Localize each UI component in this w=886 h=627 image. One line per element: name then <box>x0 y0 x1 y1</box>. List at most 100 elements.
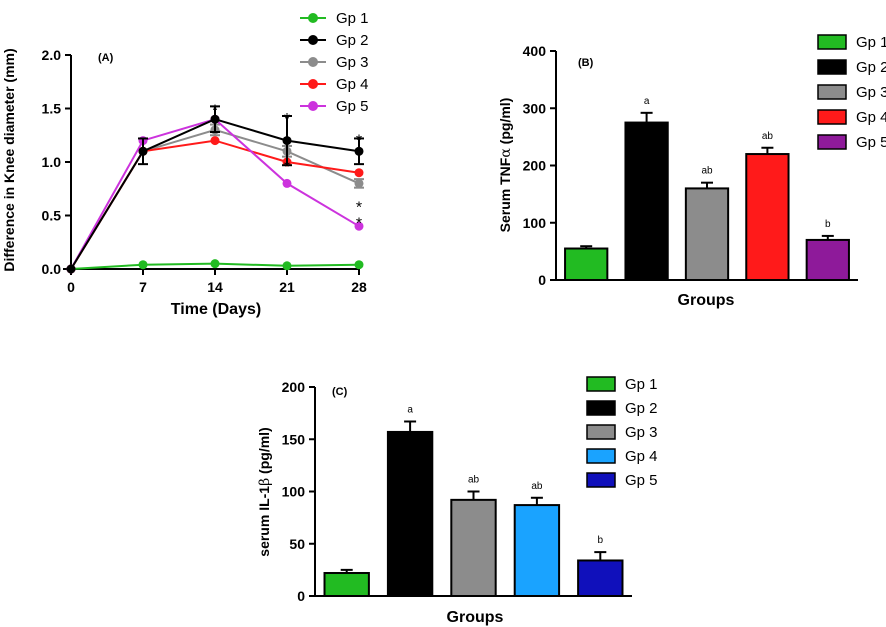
significance-label: b <box>825 219 831 230</box>
panel-a-x-tick-label: 14 <box>207 279 223 295</box>
panel-c-bar-chart: (C) serum IL-1β (pg/ml) Groups 0 50 100 150… <box>256 376 658 626</box>
panel-a-legend: Gp 1 Gp 2 Gp 3 Gp 4 Gp 5 <box>300 10 369 115</box>
legend-label: Gp 5 <box>856 134 886 151</box>
panel-b-label: (B) <box>578 57 594 69</box>
legend-swatch <box>817 134 847 150</box>
panel-c-y-label-unit: (pg/ml) <box>256 427 272 478</box>
panel-a-y-tick-label: 2.0 <box>42 47 62 63</box>
panel-a-y-tick-label: 1.0 <box>42 154 62 170</box>
y-tick-label: 200 <box>523 158 547 174</box>
data-point <box>210 136 220 146</box>
legend-label: Gp 3 <box>856 84 886 101</box>
bar <box>684 187 730 281</box>
legend-label: Gp 2 <box>625 400 658 417</box>
legend-swatch <box>817 109 847 125</box>
bar <box>323 572 370 598</box>
bar <box>513 504 561 597</box>
panel-b-y-label-unit: (pg/ml) <box>497 98 513 149</box>
bar-gp2: a <box>624 96 669 281</box>
data-point <box>282 261 292 271</box>
data-point <box>138 146 148 156</box>
data-point <box>282 136 292 146</box>
panel-b-bar-chart: (B) Serum TNFα (pg/ml) Groups 0 100 200 300… <box>497 34 886 309</box>
significance-star: * <box>284 111 290 128</box>
data-point <box>66 264 76 274</box>
panel-a-y-tick-label: 0.5 <box>42 208 62 224</box>
legend-marker <box>308 13 318 23</box>
significance-star: * <box>356 132 362 149</box>
panel-a-axes: 0.0 0.5 1.0 1.5 2.0 0 7 14 21 28 <box>42 47 367 295</box>
bar-gp5: b <box>805 219 850 282</box>
data-point <box>354 178 364 188</box>
significance-label: ab <box>701 166 713 177</box>
legend-label: Gp 5 <box>336 98 369 115</box>
bar-gp4: ab <box>513 481 561 597</box>
legend-label: Gp 1 <box>856 34 886 51</box>
y-tick-label: 200 <box>282 379 306 395</box>
data-point <box>354 168 364 178</box>
panel-c-y-label-main: serum IL-1 <box>256 486 272 557</box>
y-tick-label: 0 <box>538 272 546 288</box>
bar <box>564 247 609 281</box>
panel-c-x-axis-label: Groups <box>447 609 504 626</box>
data-point <box>282 178 292 188</box>
panel-a-label: (A) <box>98 52 114 64</box>
bar <box>577 559 624 597</box>
legend-swatch <box>586 400 616 416</box>
data-point <box>210 259 220 269</box>
legend-marker <box>308 79 318 89</box>
panel-a-x-axis-label: Time (Days) <box>171 301 261 318</box>
data-point <box>138 260 148 270</box>
legend-label: Gp 1 <box>625 376 658 393</box>
series-line <box>70 139 360 270</box>
significance-label: b <box>598 535 604 546</box>
panel-a-series <box>66 105 364 274</box>
legend-label: Gp 4 <box>856 109 886 126</box>
legend-label: Gp 5 <box>625 472 658 489</box>
panel-a-annotations: ****** <box>212 102 362 232</box>
bar-gp3: ab <box>450 475 497 597</box>
panel-a-x-tick-label: 21 <box>279 279 295 295</box>
bar <box>745 153 790 281</box>
significance-label: ab <box>762 131 774 142</box>
bar-gp4: ab <box>745 131 790 281</box>
legend-label: Gp 4 <box>336 76 369 93</box>
significance-label: a <box>407 404 413 415</box>
panel-a-x-tick-label: 0 <box>67 279 75 295</box>
significance-star: * <box>356 200 362 217</box>
legend-label: Gp 2 <box>856 59 886 76</box>
bar <box>805 238 850 282</box>
data-point <box>354 146 364 156</box>
y-tick-label: 0 <box>297 588 305 604</box>
y-tick-label: 400 <box>523 43 547 59</box>
panel-a-y-axis-label: Difference in Knee diameter (mm) <box>1 48 17 271</box>
y-tick-label: 100 <box>523 215 547 231</box>
bar-gp2: a <box>386 404 434 597</box>
bar <box>624 121 669 281</box>
legend-swatch <box>817 59 847 75</box>
legend-swatch <box>586 448 616 464</box>
legend-swatch <box>586 376 616 392</box>
data-point <box>354 260 364 270</box>
y-tick-label: 100 <box>282 484 306 500</box>
panel-c-label: (C) <box>332 386 348 398</box>
bar-gp3: ab <box>684 166 730 281</box>
panel-b-y-axis-label: Serum TNFα (pg/ml) <box>497 98 514 233</box>
panel-a-line-chart: (A) Difference in Knee diameter (mm) Tim… <box>1 10 369 318</box>
panel-c-y-axis-label: serum IL-1β (pg/ml) <box>256 427 273 556</box>
legend-marker <box>308 35 318 45</box>
panel-b-legend: Gp 1 Gp 2 Gp 3 Gp 4 Gp 5 <box>817 34 886 151</box>
bar-gp1 <box>323 568 370 598</box>
legend-label: Gp 1 <box>336 10 369 27</box>
bar-gp1 <box>564 245 609 281</box>
significance-star: * <box>284 159 290 176</box>
panel-c-legend: Gp 1 Gp 2 Gp 3 Gp 4 Gp 5 <box>586 376 658 489</box>
panel-b-bars: a ab ab b <box>564 96 850 282</box>
legend-swatch <box>586 424 616 440</box>
panel-a-x-tick-label: 28 <box>351 279 367 295</box>
panel-c-bars: a ab ab b <box>323 404 624 598</box>
panel-a-y-tick-label: 0.0 <box>42 261 62 277</box>
panel-a-y-tick-label: 1.5 <box>42 101 62 117</box>
panel-b-x-axis-label: Groups <box>678 292 735 309</box>
